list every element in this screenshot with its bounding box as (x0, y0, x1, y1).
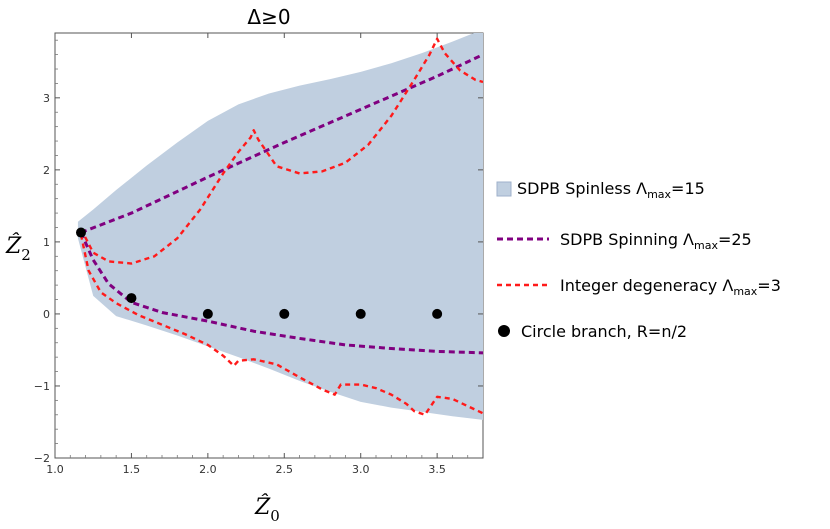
legend-label: Circle branch, R=n/2 (521, 322, 687, 341)
legend-label-text: SDPB Spinning Λ (560, 230, 694, 249)
legend-swatch-circle (498, 325, 510, 337)
x-tick-label: 2.0 (199, 463, 217, 476)
tick-layer: 1.0 1.5 2.0 2.5 3.0 3.5 −2 −1 0 1 2 3 (34, 33, 483, 476)
y-axis-label-text: Ẑ (5, 232, 22, 259)
circle-branch-point (432, 308, 443, 319)
legend-label-text: Circle branch, R=n/2 (521, 322, 687, 341)
spinning-upper-line (80, 53, 483, 234)
legend-label-sub: max (647, 188, 671, 201)
legend-swatch-spinless (496, 181, 512, 197)
y-tick-label: 2 (43, 164, 50, 177)
y-axis-label: Ẑ2 (5, 232, 31, 264)
circle-branch-point (279, 308, 290, 319)
legend-label-suffix: =25 (718, 230, 752, 249)
legend-label-suffix: =3 (757, 276, 781, 295)
line-layer (79, 37, 483, 416)
circle-branch-point (355, 308, 366, 319)
legend-label-text: SDPB Spinless Λ (517, 179, 647, 198)
y-tick-label: 0 (43, 308, 50, 321)
legend-item-circle: Circle branch, R=n/2 (498, 322, 687, 341)
legend-label: Integer degeneracy Λmax=3 (560, 276, 781, 298)
x-axis-label: Ẑ0 (254, 493, 280, 525)
y-tick-label: −2 (34, 452, 50, 465)
legend-item-integer: Integer degeneracy Λmax=3 (497, 276, 781, 298)
y-axis-label-main: Ẑ2 (5, 232, 31, 264)
x-axis-label-main: Ẑ0 (254, 493, 280, 525)
x-tick-label: 3.0 (352, 463, 370, 476)
legend-label-text: Integer degeneracy Λ (560, 276, 733, 295)
legend-item-spinless: SDPB Spinless Λmax=15 (496, 179, 705, 201)
circle-branch-point (75, 227, 86, 238)
circle-branch-point (202, 308, 213, 319)
circle-branch-point (126, 293, 137, 304)
x-tick-label: 1.5 (123, 463, 141, 476)
x-tick-label: 1.0 (46, 463, 64, 476)
x-axis-label-sub: 0 (270, 507, 280, 525)
legend-label: SDPB Spinning Λmax=25 (560, 230, 752, 252)
x-axis-label-text: Ẑ (254, 493, 271, 520)
legend-label-suffix: =15 (671, 179, 705, 198)
integer-upper-line (79, 37, 483, 265)
legend-label-sub: max (733, 285, 757, 298)
spinless-region (77, 33, 483, 420)
legend-label: SDPB Spinless Λmax=15 (517, 179, 705, 201)
x-tick-label: 3.5 (428, 463, 446, 476)
y-axis-label-sub: 2 (21, 246, 31, 264)
y-tick-label: 1 (43, 236, 50, 249)
point-layer (75, 227, 443, 319)
spinning-lower-line (79, 231, 483, 355)
integer-lower-line (79, 234, 483, 416)
chart-title: Δ≥0 (247, 5, 290, 29)
plot-area: 1.0 1.5 2.0 2.5 3.0 3.5 −2 −1 0 1 2 3 (34, 32, 484, 476)
legend-item-spinning: SDPB Spinning Λmax=25 (497, 230, 752, 252)
spinless-region-layer (77, 33, 483, 420)
y-tick-label: 3 (43, 92, 50, 105)
legend-label-sub: max (694, 239, 718, 252)
y-tick-label: −1 (34, 380, 50, 393)
x-tick-label: 2.5 (276, 463, 294, 476)
